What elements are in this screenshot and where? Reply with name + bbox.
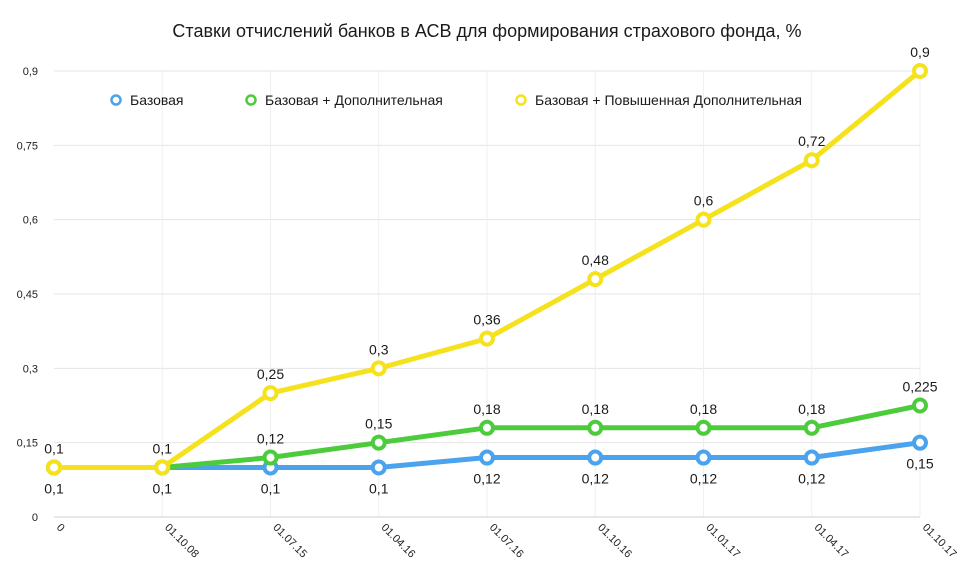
- y-tick-label: 0,45: [17, 289, 38, 301]
- data-label: 0,12: [798, 471, 825, 487]
- data-point: [154, 459, 171, 476]
- data-label: 0,25: [257, 366, 284, 382]
- y-tick-label: 0,3: [23, 363, 38, 375]
- legend-marker: [110, 94, 122, 106]
- series-0: [46, 434, 928, 476]
- legend-marker: [245, 94, 257, 106]
- data-label: 0,6: [694, 193, 714, 209]
- data-label: 0,36: [473, 312, 500, 328]
- data-point: [46, 459, 62, 476]
- data-point: [695, 419, 712, 436]
- data-point: [479, 449, 495, 466]
- series-lines: [46, 63, 928, 476]
- data-label: 0,12: [257, 431, 284, 447]
- legend-label: Базовая + Повышенная Дополнительная: [535, 92, 802, 108]
- data-labels: 0,1 0,1 0,1 0,1 0,12 0,12 0,12 0,12 0,15 0,12 0,15…: [44, 44, 937, 496]
- data-label: 0,12: [473, 471, 500, 487]
- data-label: 0,15: [365, 416, 392, 432]
- data-label: 0,9: [910, 44, 930, 60]
- data-point: [370, 434, 387, 451]
- x-tick-label: 01.07.16: [487, 522, 526, 561]
- x-tick-label: 01.07.15: [270, 522, 309, 561]
- data-label: 0,1: [369, 480, 389, 496]
- y-tick-label: 0: [32, 512, 38, 524]
- legend-label: Базовая + Дополнительная: [265, 92, 443, 108]
- y-tick-label: 0,9: [23, 66, 38, 78]
- x-tick-label: 01.04.16: [379, 522, 418, 561]
- y-tick-label: 0,15: [17, 438, 38, 450]
- data-label: 0,18: [690, 401, 717, 417]
- x-tick-label: 01.10.16: [595, 522, 634, 561]
- y-tick-label: 0,6: [23, 215, 38, 227]
- data-point: [370, 459, 387, 476]
- data-label: 0,72: [798, 133, 825, 149]
- legend-marker: [515, 94, 527, 106]
- data-label: 0,1: [261, 480, 281, 496]
- data-point: [479, 330, 495, 347]
- x-tick-label: 0: [54, 522, 67, 535]
- data-point: [262, 385, 279, 402]
- data-point: [912, 434, 928, 451]
- data-label: 0,15: [906, 456, 933, 472]
- data-point: [587, 449, 604, 466]
- x-tick-label: 01.10.17: [920, 522, 959, 561]
- data-point: [912, 63, 928, 79]
- data-point: [803, 152, 820, 169]
- series-2: [46, 63, 928, 476]
- data-label: 0,12: [582, 471, 609, 487]
- x-tick-label: 01.01.17: [703, 522, 742, 561]
- data-point: [370, 360, 387, 377]
- data-point: [587, 419, 604, 436]
- data-point: [695, 211, 712, 228]
- data-label: 0,1: [153, 440, 173, 456]
- data-point: [262, 449, 279, 466]
- data-point: [912, 397, 928, 414]
- legend: Базовая Базовая + Дополнительная Базовая +…: [110, 92, 802, 108]
- y-tick-label: 0,75: [17, 140, 38, 152]
- data-point: [803, 419, 820, 436]
- x-tick-label: 01.10.08: [162, 522, 201, 561]
- data-label: 0,1: [153, 480, 173, 496]
- data-label: 0,1: [44, 480, 64, 496]
- data-label: 0,18: [473, 401, 500, 417]
- data-point: [695, 449, 712, 466]
- data-label: 0,48: [582, 252, 609, 268]
- data-label: 0,3: [369, 341, 389, 357]
- chart-title: Ставки отчислений банков в АСВ для форми…: [172, 21, 801, 41]
- data-point: [587, 271, 604, 288]
- data-label: 0,18: [582, 401, 609, 417]
- data-label: 0,18: [798, 401, 825, 417]
- data-point: [803, 449, 820, 466]
- legend-label: Базовая: [130, 92, 184, 108]
- x-tick-label: 01.04.17: [812, 522, 851, 561]
- data-label: 0,12: [690, 471, 717, 487]
- data-label: 0,1: [44, 440, 64, 456]
- data-point: [479, 419, 495, 436]
- data-label: 0,225: [902, 379, 937, 395]
